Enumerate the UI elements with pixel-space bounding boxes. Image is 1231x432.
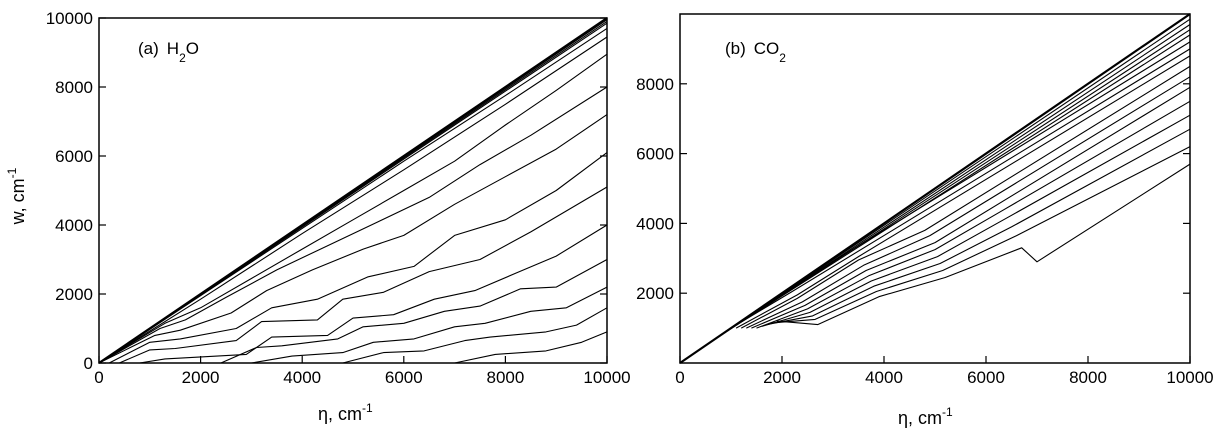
panel-a-ytick-label: 10000 (46, 9, 93, 28)
panel-a: (a) H2O η, cm-1 w, cm-1 (5, 17, 608, 424)
panel-b-series-line (720, 34, 1191, 336)
panel-a-series-line (98, 36, 608, 364)
panel-b-series-line (735, 55, 1191, 329)
panel-a-plot-area: 0 2000 4000 6000 8000 10000 0 2000 4000 6000 8000 1… (46, 9, 631, 387)
panel-b-species: CO (754, 39, 780, 58)
panel-b-xlabel: η, cm-1 (898, 405, 953, 428)
panel-b-xtick-label: 4000 (865, 368, 903, 387)
panel-a-species-suffix: O (186, 39, 199, 58)
panel-a-series-line (98, 86, 608, 364)
panel-b-label: (b) CO2 (725, 39, 786, 65)
panel-a-series-line (139, 224, 608, 364)
panel-a-ytick-label: 6000 (55, 147, 93, 166)
panel-a-ytick-label: 0 (84, 354, 93, 373)
panel-b-series-line (740, 65, 1191, 329)
panel-a-series-line (98, 114, 608, 364)
panel-a-frame (98, 17, 608, 364)
panel-b-series-line (746, 76, 1191, 329)
panel-b-series-line (771, 146, 1191, 324)
panel-b-series-line (715, 29, 1191, 340)
panel-b-ytick-label: 6000 (636, 145, 674, 164)
panel-a-xtick-label: 10000 (583, 368, 630, 387)
panel-b-series-line (710, 24, 1191, 343)
panel-b: (b) CO2 η, cm-1 (679, 13, 1191, 428)
panel-a-ylabel-text: w, cm (8, 178, 28, 225)
panel-b-xtick-label: 8000 (1069, 368, 1107, 387)
panel-b-xlabel-sup: -1 (942, 405, 953, 419)
panel-b-ytick-label: 2000 (636, 284, 674, 303)
panel-b-xtick-label: 2000 (763, 368, 801, 387)
panel-b-ytick-label: 4000 (636, 214, 674, 233)
panel-b-series-line (705, 18, 1191, 347)
panel-b-xtick-label: 6000 (967, 368, 1005, 387)
panel-a-species-sub: 2 (179, 51, 186, 65)
panel-b-series-line (776, 163, 1191, 326)
panel-b-series-line (756, 100, 1191, 329)
panel-a-series-line (119, 186, 608, 364)
panel-a-series-line (342, 307, 608, 364)
panel-a-xlabel: η, cm-1 (318, 401, 373, 424)
panel-b-xlabel-text: η, cm (898, 408, 942, 428)
panel-a-series-line (454, 331, 608, 364)
panel-b-plot-area: 0 2000 4000 6000 8000 10000 2000 4000 6000 8000 (636, 13, 1214, 387)
panel-b-species-sub: 2 (779, 51, 786, 65)
panel-a-ytick-label: 4000 (55, 216, 93, 235)
panel-a-series-line (98, 27, 608, 364)
panel-a-series-line (108, 152, 608, 364)
panel-b-series-line (761, 114, 1191, 327)
panel-b-label-text: (b) (725, 39, 746, 58)
panel-a-xlabel-sup: -1 (362, 401, 373, 415)
panel-a-xtick-label: 8000 (486, 368, 524, 387)
panel-b-series-line (766, 128, 1191, 326)
panel-a-ytick-label: 8000 (55, 78, 93, 97)
panel-b-frame (679, 13, 1191, 364)
panel-a-series-line (251, 286, 608, 364)
panel-a-ylabel: w, cm-1 (5, 167, 28, 225)
panel-a-series-line (98, 53, 608, 364)
panel-a-ylabel-sup: -1 (5, 167, 19, 178)
panel-a-xtick-label: 6000 (385, 368, 423, 387)
panel-b-series-line (725, 41, 1191, 333)
panel-a-xtick-label: 0 (94, 368, 103, 387)
panel-b-xtick-label: 0 (675, 368, 684, 387)
panel-a-xtick-label: 4000 (283, 368, 321, 387)
panel-a-xlabel-text: η, cm (318, 404, 362, 424)
panel-a-series-line (220, 259, 608, 364)
panel-b-ytick-label: 8000 (636, 75, 674, 94)
panel-a-species: H (167, 39, 179, 58)
panel-a-ytick-label: 2000 (55, 285, 93, 304)
panel-b-series-line (730, 48, 1191, 329)
panel-b-xtick-label: 10000 (1166, 368, 1213, 387)
panel-b-series-line (751, 86, 1191, 329)
panel-a-xtick-label: 2000 (182, 368, 220, 387)
panel-a-label: (a) H2O (138, 39, 199, 65)
panel-a-label-text: (a) (138, 39, 159, 58)
